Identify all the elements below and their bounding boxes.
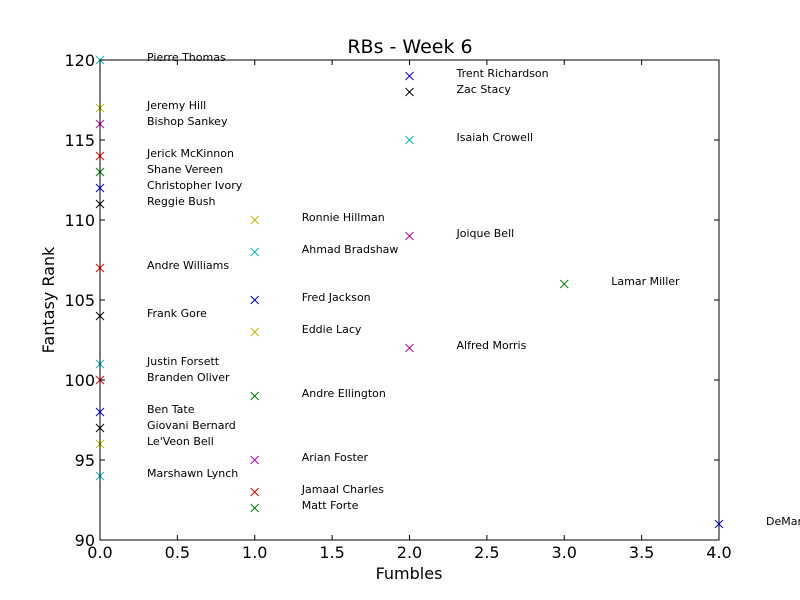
- data-point: [405, 343, 414, 353]
- y-tick-label: 90: [75, 531, 95, 550]
- data-point: [405, 231, 414, 241]
- point-label: Trent Richardson: [456, 67, 549, 80]
- data-point: [250, 327, 260, 337]
- x-tick-label: 0.5: [165, 543, 190, 562]
- x-tick-label: 4.0: [706, 543, 731, 562]
- point-label: Branden Oliver: [147, 371, 230, 384]
- x-tick-label: 3.0: [552, 543, 577, 562]
- y-tick-label: 115: [64, 131, 95, 150]
- point-label: Ben Tate: [147, 403, 195, 416]
- data-point: [405, 87, 414, 97]
- point-label: Matt Forte: [302, 499, 359, 512]
- point-label: Ahmad Bradshaw: [302, 243, 399, 256]
- x-axis: 0.0 0.5 1.0 1.5 2.0 2.5 3.0 3.5 4.0: [87, 60, 732, 562]
- point-label: Bishop Sankey: [147, 115, 228, 128]
- data-point: [405, 135, 414, 145]
- y-tick-label: 100: [64, 371, 95, 390]
- point-label: Andre Ellington: [302, 387, 386, 400]
- point-label: Arian Foster: [302, 451, 369, 464]
- data-point: [250, 391, 260, 401]
- point-label: Eddie Lacy: [302, 323, 362, 336]
- y-tick-label: 120: [64, 51, 95, 70]
- point-label: Alfred Morris: [457, 339, 527, 352]
- data-point: [250, 455, 260, 465]
- point-label: Lamar Miller: [611, 275, 680, 288]
- data-point: [250, 295, 260, 305]
- data-point: [250, 247, 260, 257]
- y-axis-label: Fantasy Rank: [39, 246, 58, 353]
- point-label: Andre Williams: [147, 259, 229, 272]
- point-label: Christopher Ivory: [147, 179, 243, 192]
- x-tick-label: 2.0: [397, 543, 422, 562]
- y-axis: 90 95 100 105 110 115 120: [64, 51, 719, 550]
- y-tick-label: 110: [64, 211, 95, 230]
- point-label: Isaiah Crowell: [457, 131, 534, 144]
- point-label: Pierre Thomas: [147, 51, 226, 64]
- plot-content: Pierre Thomas Jeremy Hill Bishop Sankey Jer…: [95, 51, 800, 529]
- data-point: [559, 279, 569, 289]
- data-point: [250, 503, 260, 513]
- point-label: Giovani Bernard: [147, 419, 236, 432]
- point-label: Jerick McKinnon: [146, 147, 234, 160]
- data-point: [250, 215, 260, 225]
- x-axis-label: Fumbles: [376, 564, 443, 583]
- x-tick-label: 0.0: [87, 543, 112, 562]
- data-point: [250, 487, 260, 497]
- point-label: DeMar: [766, 515, 800, 528]
- point-label: Jamaal Charles: [301, 483, 384, 496]
- chart-title: RBs - Week 6: [347, 36, 472, 58]
- point-label: Le'Veon Bell: [147, 435, 214, 448]
- data-point: [405, 71, 414, 81]
- x-tick-label: 1.5: [319, 543, 344, 562]
- point-label: Shane Vereen: [147, 163, 223, 176]
- point-label: Fred Jackson: [302, 291, 371, 304]
- x-tick-label: 1.0: [242, 543, 267, 562]
- point-label: Zac Stacy: [457, 83, 512, 96]
- point-label: Justin Forsett: [146, 355, 220, 368]
- point-label: Jeremy Hill: [146, 99, 206, 112]
- point-label: Frank Gore: [147, 307, 207, 320]
- point-label: Reggie Bush: [147, 195, 215, 208]
- point-label: Ronnie Hillman: [302, 211, 385, 224]
- x-tick-label: 2.5: [474, 543, 499, 562]
- x-tick-label: 3.5: [629, 543, 654, 562]
- point-label: Joique Bell: [456, 227, 515, 240]
- y-tick-label: 105: [64, 291, 95, 310]
- point-label: Marshawn Lynch: [147, 467, 238, 480]
- y-tick-label: 95: [75, 451, 95, 470]
